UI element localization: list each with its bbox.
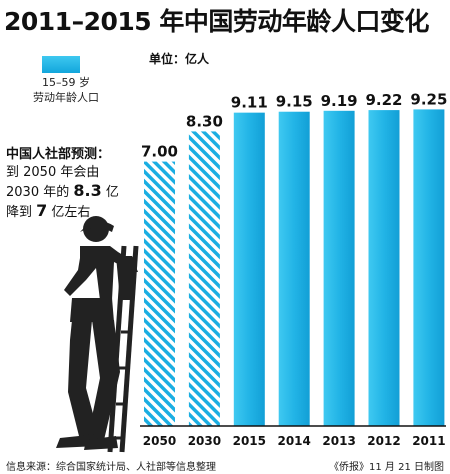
value-label-2012: 9.22 bbox=[365, 91, 402, 109]
note-heading: 中国人社部预测： bbox=[6, 147, 111, 162]
legend-line-1: 15–59 岁 bbox=[42, 76, 90, 89]
note-line-2c: 亿 bbox=[101, 185, 119, 200]
value-label-2013: 9.19 bbox=[321, 92, 358, 110]
note-value-2030: 8.3 bbox=[73, 181, 102, 200]
category-label-2015: 2015 bbox=[233, 434, 266, 448]
bar-2050 bbox=[144, 161, 175, 426]
category-label-group: 2050 2030 2015 2014 2013 2012 2011 bbox=[143, 434, 446, 448]
legend-line-2: 劳动年龄人口 bbox=[33, 91, 99, 104]
category-label-2012: 2012 bbox=[367, 434, 400, 448]
note-line-3: 降到 7 亿左右 bbox=[6, 202, 126, 222]
page-title: 2011–2015 年中国劳动年龄人口变化 bbox=[4, 7, 429, 36]
bar-2013 bbox=[323, 110, 355, 427]
note-line-2a: 2030 年的 bbox=[6, 185, 74, 200]
legend-label: 15–59 岁 劳动年龄人口 bbox=[16, 75, 116, 105]
note-line-2: 2030 年的 8.3 亿 bbox=[6, 182, 126, 202]
bar-2014 bbox=[278, 111, 310, 426]
category-label-2050: 2050 bbox=[143, 434, 176, 448]
unit-label: 单位：亿人 bbox=[149, 52, 210, 66]
category-label-2013: 2013 bbox=[322, 434, 355, 448]
note-value-2050: 7 bbox=[36, 201, 48, 220]
bar-2015 bbox=[233, 112, 265, 426]
note-line-3a: 降到 bbox=[6, 205, 37, 220]
value-label-2015: 9.11 bbox=[231, 94, 268, 112]
category-label-2011: 2011 bbox=[412, 434, 445, 448]
category-label-2030: 2030 bbox=[188, 434, 221, 448]
bar-group bbox=[144, 109, 445, 427]
note-line-1: 到 2050 年会由 bbox=[6, 165, 100, 180]
value-label-2014: 9.15 bbox=[276, 93, 313, 111]
forecast-note: 中国人社部预测： 到 2050 年会由 2030 年的 8.3 亿 降到 7 亿… bbox=[6, 146, 126, 222]
legend-swatch bbox=[42, 56, 80, 73]
note-line-3c: 亿左右 bbox=[47, 205, 91, 220]
credit-note: 《侨报》11 月 21 日制图 bbox=[329, 462, 444, 473]
bar-2011 bbox=[413, 109, 445, 427]
value-label-group: 7.00 8.30 9.11 9.15 9.19 9.22 9.25 bbox=[141, 90, 447, 160]
ladder-icon bbox=[107, 245, 139, 453]
source-note: 信息来源：综合国家统计局、人社部等信息整理 bbox=[6, 462, 216, 473]
category-label-2014: 2014 bbox=[277, 434, 310, 448]
bar-2012 bbox=[368, 110, 400, 426]
bar-2030 bbox=[188, 131, 220, 426]
value-label-2011: 9.25 bbox=[410, 90, 447, 108]
value-label-2030: 8.30 bbox=[186, 112, 223, 130]
value-label-2050: 7.00 bbox=[141, 143, 178, 161]
